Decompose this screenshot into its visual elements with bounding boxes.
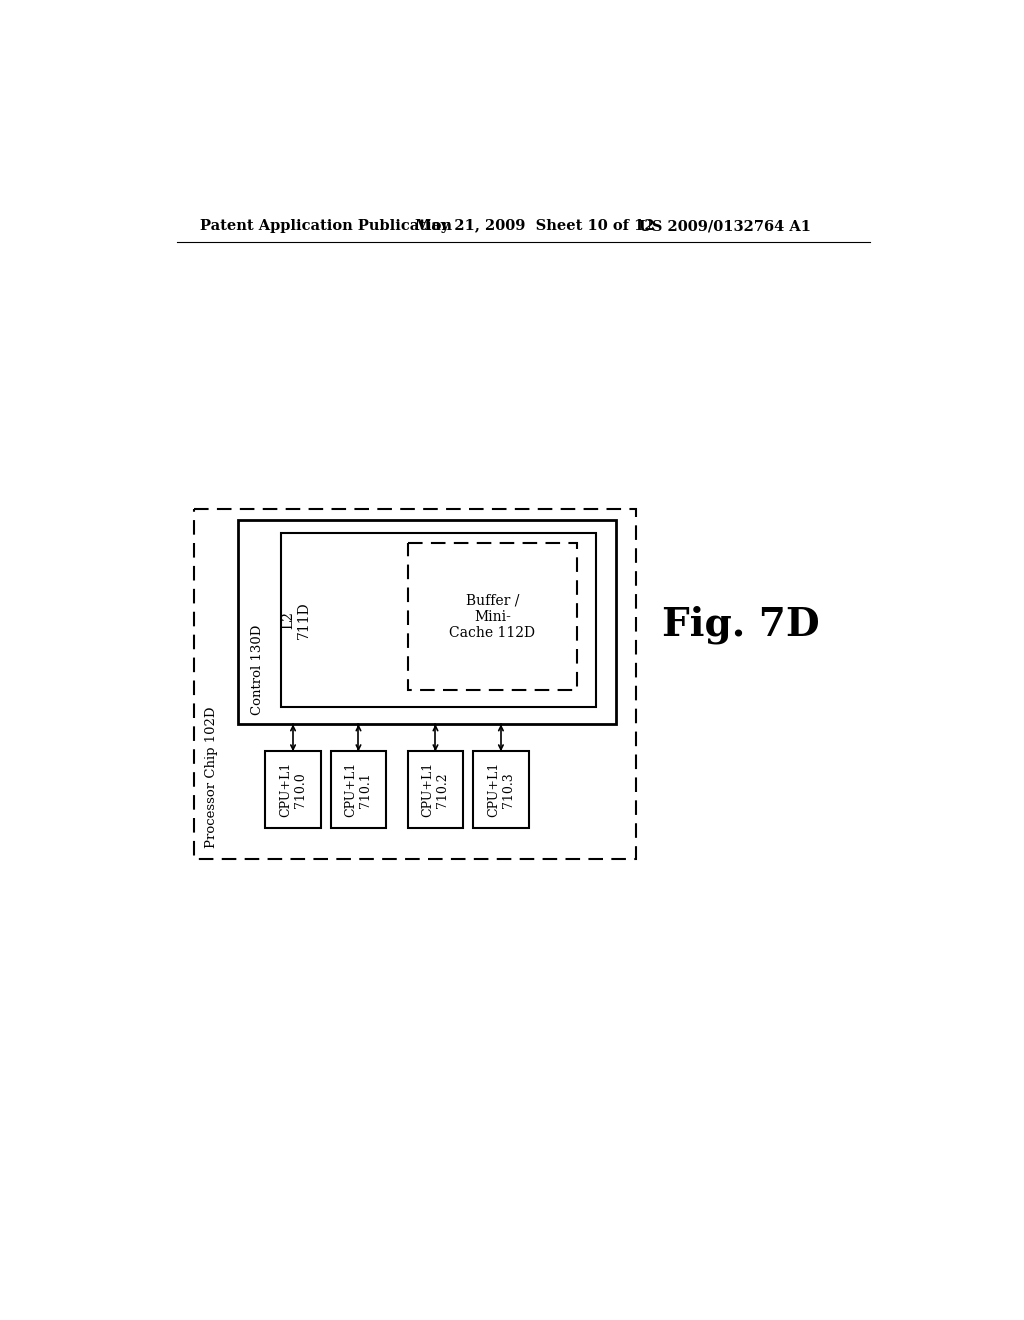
Bar (281, 533, 596, 706)
Bar (194, 508, 637, 859)
Text: CPU+L1
710.0: CPU+L1 710.0 (279, 762, 307, 817)
Bar (331, 751, 386, 829)
Bar (265, 751, 321, 829)
Text: May 21, 2009  Sheet 10 of 12: May 21, 2009 Sheet 10 of 12 (416, 219, 655, 234)
Text: CPU+L1
710.2: CPU+L1 710.2 (422, 762, 450, 817)
Text: CPU+L1
710.3: CPU+L1 710.3 (487, 762, 515, 817)
Bar (239, 520, 615, 725)
Bar (408, 751, 463, 829)
Text: L2
711D: L2 711D (281, 601, 311, 639)
Text: Patent Application Publication: Patent Application Publication (200, 219, 452, 234)
Bar (408, 544, 578, 689)
Text: Buffer /
Mini-
Cache 112D: Buffer / Mini- Cache 112D (450, 594, 536, 640)
Bar (473, 751, 528, 829)
Text: CPU+L1
710.1: CPU+L1 710.1 (344, 762, 373, 817)
Text: Processor Chip 102D: Processor Chip 102D (205, 706, 218, 847)
Text: US 2009/0132764 A1: US 2009/0132764 A1 (639, 219, 811, 234)
Text: Fig. 7D: Fig. 7D (662, 605, 819, 644)
Text: Control 130D: Control 130D (251, 624, 264, 715)
